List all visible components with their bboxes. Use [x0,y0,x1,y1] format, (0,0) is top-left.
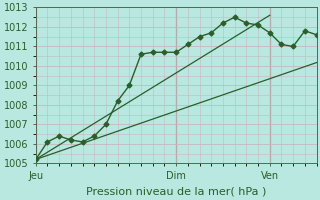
X-axis label: Pression niveau de la mer( hPa ): Pression niveau de la mer( hPa ) [86,187,266,197]
